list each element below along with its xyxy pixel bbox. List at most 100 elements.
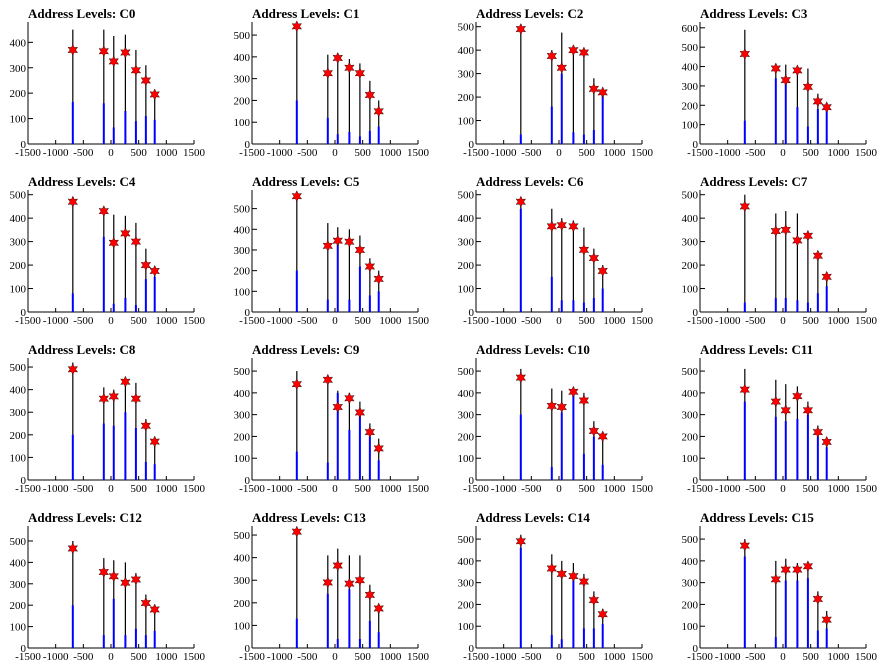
peak-marker-star — [67, 43, 78, 56]
peak-marker-star — [354, 406, 366, 419]
x-tick-label: 0 — [332, 483, 338, 495]
x-tick-label: -1000 — [267, 147, 293, 159]
y-tick-label: 200 — [682, 260, 699, 272]
peak-marker-star — [821, 101, 832, 114]
x-tick-label: 500 — [130, 651, 147, 663]
y-tick-label: 400 — [458, 45, 475, 57]
x-tick-label: 500 — [578, 651, 595, 663]
x-tick-label: -1500 — [239, 147, 265, 159]
peak-marker-star — [812, 426, 824, 439]
x-tick-label: 0 — [556, 483, 562, 495]
x-tick-label: 1500 — [183, 483, 206, 495]
x-tick-label: -1000 — [715, 651, 741, 663]
y-tick-label: 400 — [234, 553, 251, 565]
x-tick-label: 1000 — [827, 651, 850, 663]
x-tick-label: 1500 — [631, 483, 654, 495]
y-tick-label: 400 — [234, 52, 251, 64]
x-tick-label: 500 — [802, 651, 819, 663]
y-tick-label: 400 — [234, 388, 251, 400]
y-tick-label: 0 — [693, 475, 699, 487]
peak-marker-star — [108, 570, 119, 583]
peak-marker-star — [578, 243, 590, 256]
y-tick-label: 500 — [10, 190, 27, 202]
peak-marker-star — [354, 574, 366, 587]
y-tick-label: 200 — [234, 598, 251, 610]
peak-marker-star — [588, 424, 600, 437]
y-tick-label: 100 — [458, 116, 475, 128]
y-tick-label: 0 — [21, 475, 27, 487]
y-tick-label: 500 — [10, 536, 27, 548]
y-tick-label: 200 — [10, 260, 27, 272]
peak-marker-star — [515, 23, 526, 36]
y-tick-label: 300 — [10, 237, 27, 249]
peak-marker-star — [344, 577, 355, 590]
x-tick-label: 500 — [130, 147, 147, 159]
y-tick-label: 500 — [682, 190, 699, 202]
x-tick-label: -500 — [73, 147, 94, 159]
y-tick-label: 100 — [10, 284, 27, 296]
y-tick-label: 400 — [458, 556, 475, 568]
x-tick-label: 1000 — [603, 483, 626, 495]
x-tick-label: 1500 — [407, 483, 430, 495]
peak-marker-star — [98, 205, 109, 218]
x-tick-label: -500 — [521, 651, 542, 663]
x-tick-label: 1000 — [379, 651, 402, 663]
y-tick-label: 500 — [458, 190, 475, 202]
x-tick-label: -1000 — [491, 315, 517, 327]
peak-marker-star — [364, 88, 376, 101]
y-tick-label: 100 — [682, 120, 699, 132]
x-tick-label: 1000 — [155, 315, 178, 327]
peak-marker-star — [780, 74, 791, 87]
y-tick-label: 0 — [245, 643, 251, 655]
x-tick-label: 500 — [130, 483, 147, 495]
peak-marker-star — [98, 566, 109, 579]
peak-marker-star — [568, 570, 579, 583]
peak-marker-star — [739, 47, 750, 60]
peak-marker-star — [67, 542, 78, 555]
x-tick-label: -1500 — [239, 651, 265, 663]
peak-marker-star — [98, 45, 109, 58]
peak-marker-star — [344, 235, 355, 248]
peak-marker-star — [291, 190, 302, 203]
peak-marker-star — [739, 383, 750, 396]
y-tick-label: 0 — [693, 307, 699, 319]
x-tick-label: 1500 — [407, 651, 430, 663]
y-tick-label: 0 — [693, 139, 699, 151]
peak-marker-star — [332, 401, 343, 414]
chart-title: Address Levels: C2 — [476, 6, 583, 21]
x-tick-label: -1000 — [43, 147, 69, 159]
x-tick-label: -1000 — [267, 651, 293, 663]
x-tick-label: -500 — [297, 147, 318, 159]
y-tick-label: 0 — [21, 643, 27, 655]
y-tick-label: 400 — [234, 224, 251, 236]
peak-marker-star — [812, 95, 824, 108]
y-tick-label: 400 — [682, 388, 699, 400]
peak-marker-star — [354, 67, 366, 80]
x-tick-label: -500 — [297, 315, 318, 327]
y-tick-label: 0 — [245, 475, 251, 487]
peak-marker-star — [770, 62, 781, 75]
chart-title: Address Levels: C13 — [252, 510, 366, 525]
y-tick-label: 100 — [458, 621, 475, 633]
y-tick-label: 400 — [682, 213, 699, 225]
peak-marker-star — [373, 105, 384, 118]
peak-marker-star — [780, 223, 791, 236]
peak-marker-star — [364, 588, 376, 601]
y-tick-label: 100 — [234, 286, 251, 298]
peak-marker-star — [332, 51, 343, 64]
peak-marker-star — [556, 401, 567, 414]
y-tick-label: 200 — [234, 431, 251, 443]
y-tick-label: 200 — [10, 600, 27, 612]
peak-marker-star — [821, 270, 832, 283]
peak-marker-star — [140, 419, 152, 432]
x-tick-label: -1000 — [715, 483, 741, 495]
peak-marker-star — [140, 259, 152, 272]
x-tick-label: 1000 — [827, 483, 850, 495]
x-tick-label: 1000 — [603, 315, 626, 327]
x-tick-label: -500 — [73, 651, 94, 663]
x-tick-label: 500 — [130, 315, 147, 327]
y-tick-label: 100 — [10, 114, 27, 126]
chart-panel: Address Levels: C10100200300400500-1500-… — [234, 6, 430, 159]
peak-marker-star — [792, 563, 803, 576]
x-tick-label: 1500 — [183, 315, 206, 327]
